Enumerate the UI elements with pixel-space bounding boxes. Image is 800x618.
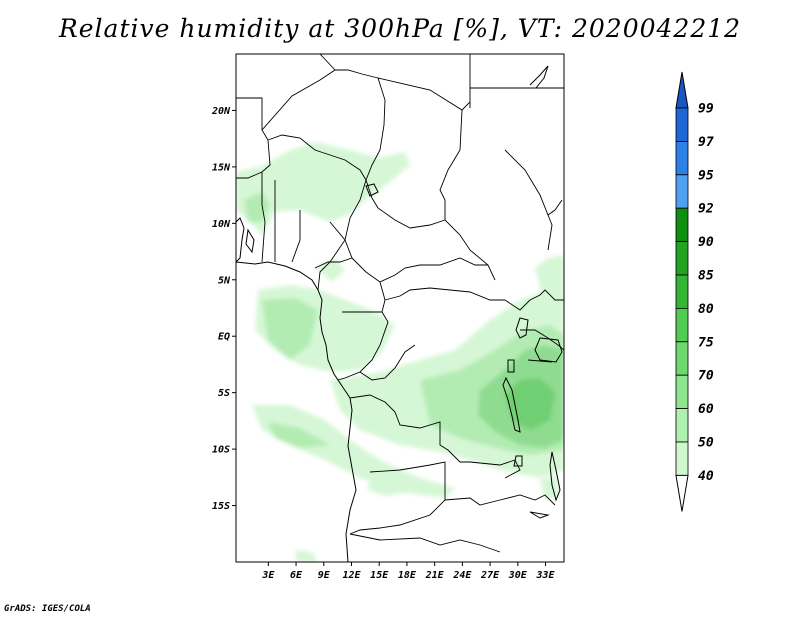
lat-tick-label: 20N [211, 106, 231, 117]
colorbar-label: 50 [698, 436, 714, 451]
colorbar-segment [675, 307, 689, 343]
lon-tick-label: 12E [342, 570, 361, 581]
colorbar-segment [675, 207, 689, 242]
colorbar-label: 90 [698, 235, 714, 250]
colorbar-segment [675, 374, 689, 410]
grads-credit: GrADS: IGES/COLA [4, 604, 91, 614]
lon-tick-label: 3E [261, 570, 275, 581]
colorbar-label: 60 [698, 402, 714, 417]
lat-tick-label: 5S [218, 388, 230, 399]
lat-tick-label: EQ [218, 332, 230, 343]
lake-kivu [507, 359, 515, 373]
lake-tanganyika [502, 376, 521, 433]
colorbar-segment [675, 274, 689, 309]
lat-tick-label: 15N [212, 162, 231, 173]
lon-tick-label: 30E [508, 570, 528, 581]
colorbar-label: 99 [698, 102, 714, 117]
colorbar-segment [675, 241, 689, 276]
border-car [377, 207, 505, 301]
colorbar-label: 75 [698, 335, 714, 350]
west-africa-coast [236, 217, 357, 562]
lon-tick-label: 6E [290, 570, 303, 581]
rh-area-atlantic-plume-core [268, 422, 330, 448]
colorbar-segment [675, 441, 689, 476]
colorbar-label: 97 [698, 135, 714, 150]
colorbar-label: 95 [698, 168, 714, 183]
map-frame [235, 53, 565, 563]
lon-tick-label: 9E [318, 570, 331, 581]
lake-malawi [549, 451, 561, 502]
colorbar-label: 70 [698, 369, 714, 384]
lon-tick-label: 24E [452, 570, 472, 581]
lake-albert [515, 317, 529, 339]
rh-area-south-patch [368, 478, 410, 496]
lake-volta [245, 228, 255, 254]
border-algeria-libya [319, 54, 336, 71]
border-libya-egypt [377, 54, 471, 111]
colorbar-segment [675, 408, 689, 443]
colorbar-segment [675, 140, 689, 176]
lake-mweru [513, 455, 523, 467]
humidity-field [236, 142, 564, 562]
latitude-axis: 20N 15N 10N 5N EQ 5S 10S 15S [211, 106, 236, 512]
rh-area-gulf-guinea-core [262, 298, 318, 360]
colorbar-label: 85 [698, 269, 714, 284]
border-chad-sudan [439, 109, 496, 281]
colorbar-label: 40 [698, 469, 714, 484]
lon-tick-label: 27E [480, 570, 500, 581]
border-mauritania-mali [236, 97, 271, 179]
border-namibia [349, 533, 501, 553]
lon-tick-label: 15E [370, 570, 389, 581]
colorbar-segment [675, 341, 689, 376]
lat-tick-label: 10S [212, 445, 230, 456]
border-nigeria [267, 134, 367, 269]
lat-tick-label: 15S [212, 501, 230, 512]
coastlines-and-borders [236, 54, 564, 562]
border-zambia [444, 494, 556, 506]
lake-victoria [534, 337, 563, 363]
border-benin-togo [261, 172, 276, 263]
colorbar-top-arrow [675, 71, 689, 109]
map-title: Relative humidity at 300hPa [%], VT: 202… [58, 14, 742, 43]
lake-chad [365, 183, 379, 197]
lake-bangweulu [529, 511, 550, 519]
lon-tick-label: 18E [398, 570, 417, 581]
border-angola-zambia [349, 461, 446, 535]
lon-tick-label: 33E [535, 570, 555, 581]
colorbar-segment [675, 107, 689, 142]
lon-tick-label: 21E [425, 570, 445, 581]
colorbar-label: 92 [698, 202, 714, 217]
rh-area-southeast-patch [540, 476, 560, 500]
rh-area-cameroon [315, 258, 345, 282]
rh-area-west-africa [236, 142, 410, 235]
lat-tick-label: 5N [218, 275, 231, 286]
colorbar-segment [675, 174, 689, 209]
colorbar-bottom-arrow [675, 474, 689, 512]
red-sea-coast [529, 65, 549, 89]
rh-area-corner-patch [296, 550, 318, 562]
lat-tick-label: 10N [212, 219, 231, 230]
border-mali-niger [261, 69, 379, 131]
border-congo [337, 311, 416, 381]
colorbar-label: 80 [698, 302, 714, 317]
rh-area-atlantic-plume [252, 405, 455, 498]
longitude-axis: 3E 6E 9E 12E 15E 18E 21E 24E 27E 30E 33E [261, 562, 556, 581]
border-sudan-east [469, 102, 563, 251]
colorbar: 99 97 95 92 90 85 80 75 70 60 50 40 [675, 71, 714, 512]
